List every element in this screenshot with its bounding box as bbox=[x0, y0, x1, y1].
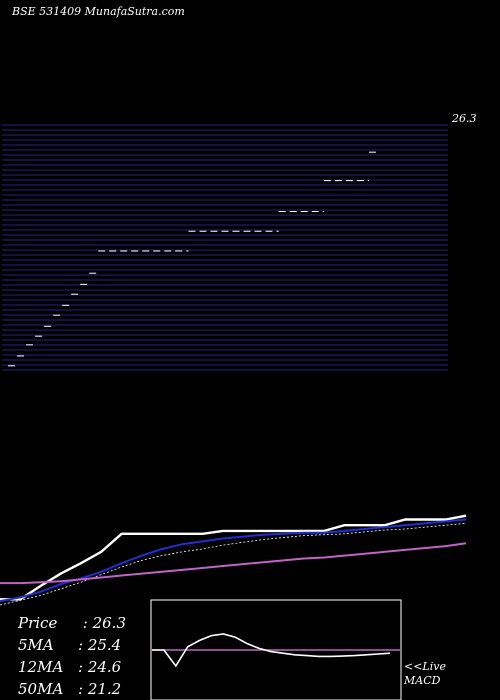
stat-price: Price : 26.3 bbox=[18, 614, 126, 632]
price-grid bbox=[2, 124, 448, 371]
macd-line bbox=[152, 633, 391, 668]
stats-panel: Price : 26.3 5MA: 25.4 12MA: 24.6 50MA: … bbox=[18, 612, 126, 700]
stat-5ma: 5MA: 25.4 bbox=[18, 636, 122, 654]
stat-50ma: 50MA: 21.2 bbox=[18, 680, 122, 698]
stat-12ma: 12MA: 24.6 bbox=[18, 658, 122, 676]
price-line bbox=[0, 514, 467, 601]
macd-lines bbox=[152, 633, 400, 668]
chart-title: BSE 531409 MunafaSutra.com bbox=[12, 5, 185, 18]
live-macd-link[interactable]: <<Live MACD bbox=[404, 660, 446, 688]
price-steps bbox=[8, 151, 378, 367]
ma-mid-line bbox=[0, 522, 467, 606]
macd-label: MACD bbox=[404, 674, 441, 687]
price-top-label: 26.3 bbox=[451, 112, 477, 125]
moving-average-panel bbox=[0, 514, 467, 606]
live-arrow-label: <<Live bbox=[404, 660, 446, 673]
ma-long-line bbox=[0, 542, 467, 585]
